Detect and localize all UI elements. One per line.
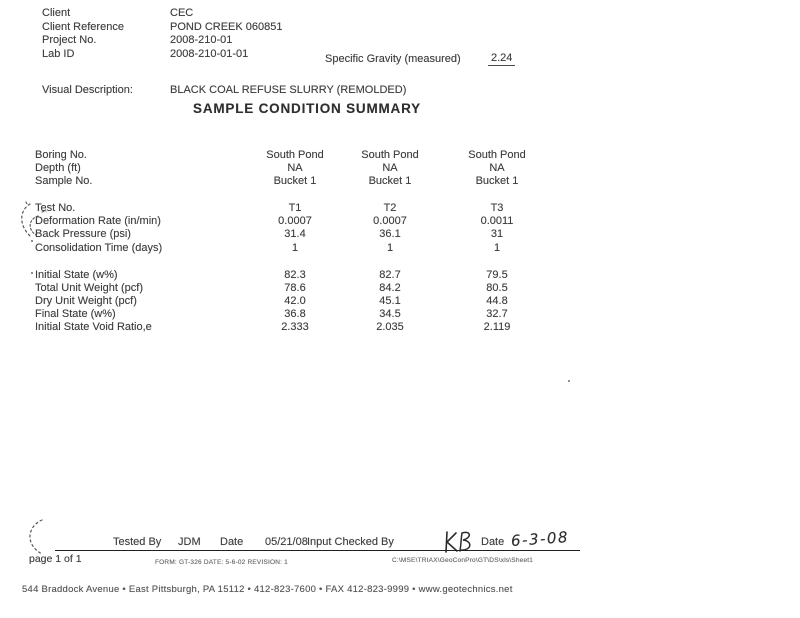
sample-condition-table: Boring No. South Pond South Pond South P…: [35, 149, 575, 334]
handwriting-kb-strokes: [445, 531, 471, 553]
table-row-label: Final State (w%): [35, 307, 116, 320]
date-label: Date: [220, 536, 244, 548]
table-cell-t1: 1: [291, 241, 299, 254]
table-row: Test No. T1 T2 T3: [35, 202, 575, 215]
table-row: Depth (ft) NA NA NA: [35, 162, 575, 175]
table-row: Boring No. South Pond South Pond South P…: [35, 149, 575, 162]
signoff-underline: [55, 550, 580, 551]
signoff-row: Tested By JDM Date 05/21/08 Input Checke…: [0, 528, 800, 556]
form-revision-note: FORM: GT-326 DATE: 5-6-02 REVISION: 1: [155, 559, 288, 566]
date-handwritten-value: 6-3-08: [510, 527, 570, 551]
table-cell-t2: 36.1: [379, 228, 401, 241]
table-cell-t2: 0.0007: [373, 215, 407, 228]
table-cell-t3: 1: [493, 241, 501, 254]
table-row: Total Unit Weight (pcf) 78.6 84.2 80.5: [35, 282, 575, 295]
table-cell-t1: 31.4: [284, 228, 306, 241]
table-row: Consolidation Time (days) 1 1 1: [35, 242, 575, 255]
table-cell-t3: 80.5: [486, 281, 508, 294]
header-field-value: POND CREEK 060851: [170, 20, 283, 33]
table-cell-t1: T1: [288, 202, 302, 215]
table-row: Final State (w%) 36.8 34.5 32.7: [35, 308, 575, 321]
table-row-label: Consolidation Time (days): [35, 241, 163, 254]
table-row-label: Initial State (w%): [35, 268, 118, 281]
company-footer-address: 544 Braddock Avenue • East Pittsburgh, P…: [22, 584, 513, 595]
table-cell-t3: T3: [490, 202, 504, 215]
scan-speck: [31, 240, 33, 242]
header-field-value: 2008-210-01: [170, 34, 233, 46]
table-row-label: Total Unit Weight (pcf): [35, 281, 144, 294]
table-cell-t3: 44.8: [486, 294, 508, 307]
page-title: SAMPLE CONDITION SUMMARY: [193, 101, 421, 116]
table-cell-t1: 36.8: [284, 307, 306, 320]
header-field-value: CEC: [170, 7, 194, 19]
date-label-2: Date: [481, 536, 505, 548]
table-cell-t2: 1: [386, 241, 394, 254]
table-cell-t2: T2: [383, 202, 397, 215]
scan-speck: [31, 272, 33, 274]
table-cell-t1: South Pond: [266, 149, 324, 161]
table-cell-t3: 2.119: [483, 321, 511, 334]
tested-by-value: JDM: [178, 536, 201, 548]
table-row: Dry Unit Weight (pcf) 42.0 45.1 44.8: [35, 295, 575, 308]
file-path-note: C:\MSE\TRIAX\GeoConPro\GT\DS\xls\Sheet1: [392, 557, 534, 564]
table-cell-t3: 31: [490, 228, 504, 241]
table-cell-t2: South Pond: [361, 149, 419, 161]
table-row: Initial State (w%) 82.3 82.7 79.5: [35, 269, 575, 282]
header-field-label: Project No.: [42, 34, 97, 46]
table-row-label: Deformation Rate (in/min): [35, 215, 161, 228]
table-cell-t1: 82.3: [284, 268, 306, 281]
specific-gravity-value: 2.24: [488, 52, 516, 66]
header-field-label: Client: [42, 7, 71, 19]
page-number-label: page 1 of 1: [29, 553, 82, 565]
table-cell-t2: 84.2: [379, 281, 401, 294]
table-row: Initial State Void Ratio,e 2.333 2.035 2…: [35, 321, 575, 334]
table-cell-t2: NA: [382, 162, 398, 175]
table-cell-t3: 79.5: [486, 268, 508, 281]
table-cell-t2: 45.1: [379, 294, 401, 307]
table-row-label: Sample No.: [35, 175, 93, 188]
checked-by-handwritten-initials: [443, 529, 477, 558]
table-row: Sample No. Bucket 1 Bucket 1 Bucket 1: [35, 175, 575, 188]
visual-description-label: Visual Description:: [42, 84, 133, 96]
table-row-label: Initial State Void Ratio,e: [35, 321, 152, 334]
date-value: 05/21/08: [265, 536, 308, 548]
table-cell-t1: 2.333: [281, 321, 309, 334]
header-field-label: Client Reference: [42, 20, 124, 33]
table-row-label: Depth (ft): [35, 162, 81, 175]
table-cell-t2: Bucket 1: [368, 175, 412, 188]
table-row-label: Boring No.: [35, 149, 87, 161]
table-cell-t3: NA: [489, 162, 505, 175]
table-cell-t2: 34.5: [379, 307, 401, 320]
table-row-label: Test No.: [35, 202, 76, 215]
table-row-label: Back Pressure (psi): [35, 228, 131, 241]
table-cell-t2: 82.7: [379, 268, 401, 281]
scan-speck: [568, 380, 570, 382]
table-cell-t2: 2.035: [376, 321, 404, 334]
header-field-value: 2008-210-01-01: [170, 47, 249, 60]
table-cell-t1: NA: [287, 162, 303, 175]
table-cell-t1: 0.0007: [278, 215, 312, 228]
table-row-label: Dry Unit Weight (pcf): [35, 294, 137, 307]
table-row: Deformation Rate (in/min) 0.0007 0.0007 …: [35, 215, 575, 228]
table-cell-t1: 42.0: [284, 294, 306, 307]
input-checked-by-label: Input Checked By: [307, 536, 394, 548]
visual-description-value: BLACK COAL REFUSE SLURRY (REMOLDED): [170, 84, 407, 96]
table-cell-t3: South Pond: [468, 149, 526, 161]
table-row: Back Pressure (psi) 31.4 36.1 31: [35, 228, 575, 241]
table-cell-t3: 0.0011: [480, 215, 514, 228]
tested-by-label: Tested By: [113, 536, 162, 548]
header-field-label: Lab ID: [42, 47, 75, 60]
table-cell-t3: 32.7: [486, 307, 508, 320]
table-cell-t1: Bucket 1: [273, 175, 317, 188]
table-cell-t3: Bucket 1: [475, 175, 519, 188]
specific-gravity-label: Specific Gravity (measured): [325, 53, 461, 65]
table-cell-t1: 78.6: [284, 281, 306, 294]
